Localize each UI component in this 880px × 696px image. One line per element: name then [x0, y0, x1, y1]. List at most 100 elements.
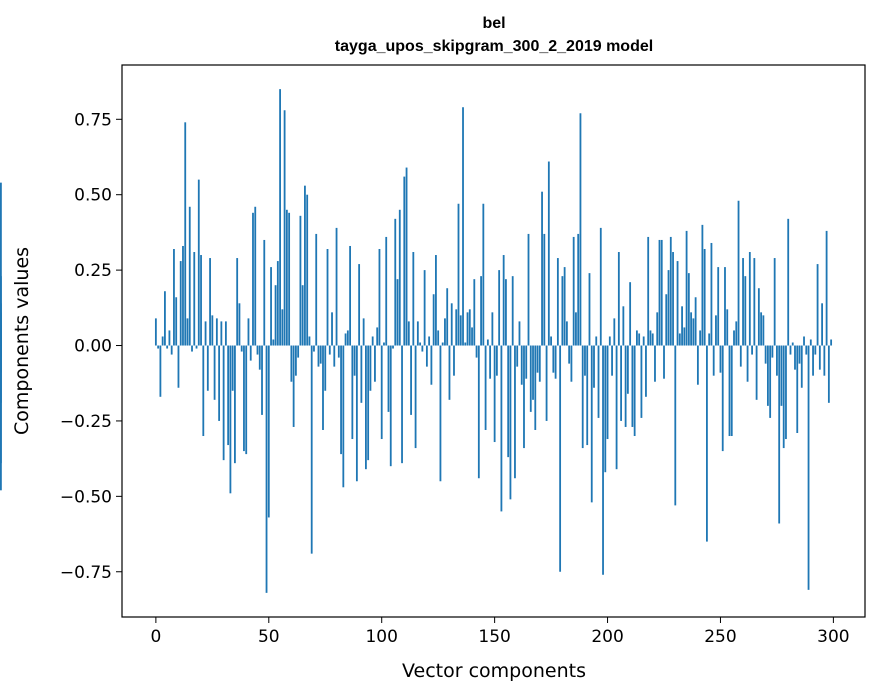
bar-component-58 — [285, 209, 288, 346]
y-tick-label: 0.00 — [74, 337, 112, 357]
bar-component-129 — [446, 288, 449, 346]
bar-component-24 — [209, 258, 211, 346]
bar-component-176 — [552, 345, 555, 373]
bar-component-268 — [760, 312, 763, 346]
bar-component-273 — [771, 345, 774, 358]
bar-component-280 — [787, 218, 790, 346]
bar-component-249 — [717, 267, 720, 346]
bar-component-228 — [669, 236, 672, 346]
bar-component-18 — [195, 345, 198, 349]
bar-component-253 — [726, 309, 729, 346]
bar-component-286 — [800, 345, 803, 388]
bar-component-269 — [762, 315, 765, 346]
bar-component-100 — [380, 345, 383, 440]
bar-component-96 — [371, 336, 374, 346]
bar-component-287 — [803, 336, 805, 346]
bar-component-274 — [773, 258, 776, 346]
bar-component-86 — [349, 245, 351, 346]
bar-component-163 — [523, 345, 525, 449]
bar-component-270 — [764, 345, 767, 364]
bar-component-66 — [304, 185, 306, 346]
bar-component-267 — [757, 288, 760, 346]
bar-component-198 — [602, 345, 604, 575]
bar-component-251 — [721, 345, 724, 452]
bar-component-159 — [514, 345, 516, 479]
bar-component-220 — [651, 333, 654, 346]
bar-component-91 — [360, 345, 363, 403]
bar-component-40 — [245, 345, 248, 455]
bar-component-175 — [550, 336, 552, 346]
chart-title: bel — [482, 15, 505, 32]
bar-component-216 — [642, 336, 645, 346]
bar-component-44 — [254, 206, 257, 346]
bar-component-279 — [785, 345, 787, 440]
bar-component-144 — [480, 276, 482, 346]
bar-component-128 — [444, 318, 446, 346]
bar-component-61 — [292, 345, 295, 427]
bar-component-195 — [595, 336, 598, 346]
bar-component-67 — [306, 194, 309, 346]
bar-component-278 — [782, 345, 785, 449]
bar-component-240 — [696, 345, 699, 385]
bar-component-143 — [477, 345, 480, 479]
bar-component-115 — [414, 345, 417, 449]
bar-component-248 — [715, 315, 717, 346]
bar-component-229 — [672, 252, 674, 346]
bar-component-167 — [532, 345, 534, 400]
bar-component-54 — [276, 261, 279, 346]
bar-component-97 — [374, 345, 376, 382]
bar-component-22 — [204, 321, 207, 346]
bar-component-290 — [809, 339, 812, 346]
bar-component-225 — [663, 345, 665, 379]
bar-component-237 — [690, 312, 693, 346]
y-axis-ticks: −0.75 −0.50 −0.25 0.00 0.25 0.50 0.75 — [60, 110, 122, 583]
bar-component-239 — [694, 297, 697, 346]
bar-component-252 — [724, 267, 726, 346]
bar-component-undefined — [0, 182, 2, 346]
bar-component-241 — [699, 330, 702, 346]
bar-component-168 — [534, 345, 537, 430]
bar-component-114 — [412, 252, 415, 346]
bar-component-142 — [475, 345, 478, 358]
y-axis-label: Components values — [11, 247, 33, 435]
bar-component-19 — [197, 179, 200, 346]
bar-component-130 — [448, 345, 451, 400]
bar-component-275 — [776, 345, 778, 376]
bar-component-119 — [423, 270, 426, 346]
bar-component-137 — [464, 342, 467, 346]
bar-component-196 — [597, 345, 600, 418]
bar-component-230 — [674, 345, 677, 506]
bar-component-173 — [545, 345, 548, 421]
bar-component-8 — [173, 249, 175, 346]
bar-component-171 — [541, 191, 543, 346]
bar-component-158 — [511, 276, 514, 346]
y-tick-label: −0.75 — [60, 563, 112, 583]
bar-component-27 — [215, 318, 218, 346]
bar-component-69 — [310, 345, 313, 554]
bar-component-289 — [807, 345, 810, 590]
bar-component-101 — [383, 342, 385, 346]
bar-component-180 — [561, 276, 564, 346]
bar-component-10 — [177, 345, 180, 388]
bar-component-127 — [441, 342, 444, 346]
bar-component-293 — [816, 264, 819, 346]
bar-component-17 — [193, 252, 196, 346]
bar-component-42 — [249, 345, 252, 361]
bar-component-13 — [184, 122, 187, 346]
bar-component-93 — [365, 345, 367, 470]
bar-component-244 — [706, 345, 708, 542]
bar-component-87 — [351, 345, 354, 440]
bar-component-60 — [290, 345, 293, 382]
bar-component-71 — [315, 233, 318, 346]
bar-component-65 — [301, 285, 304, 346]
bar-component-125 — [437, 330, 440, 346]
bar-component-299 — [830, 339, 833, 346]
bar-component-182 — [565, 321, 568, 346]
bar-component-12 — [182, 245, 184, 346]
bar-component-32 — [227, 345, 230, 446]
bar-component-64 — [299, 215, 302, 346]
bar-component-147 — [486, 339, 489, 346]
bar-component-285 — [798, 345, 801, 364]
bar-component-90 — [358, 264, 361, 346]
bar-component-107 — [396, 279, 399, 346]
